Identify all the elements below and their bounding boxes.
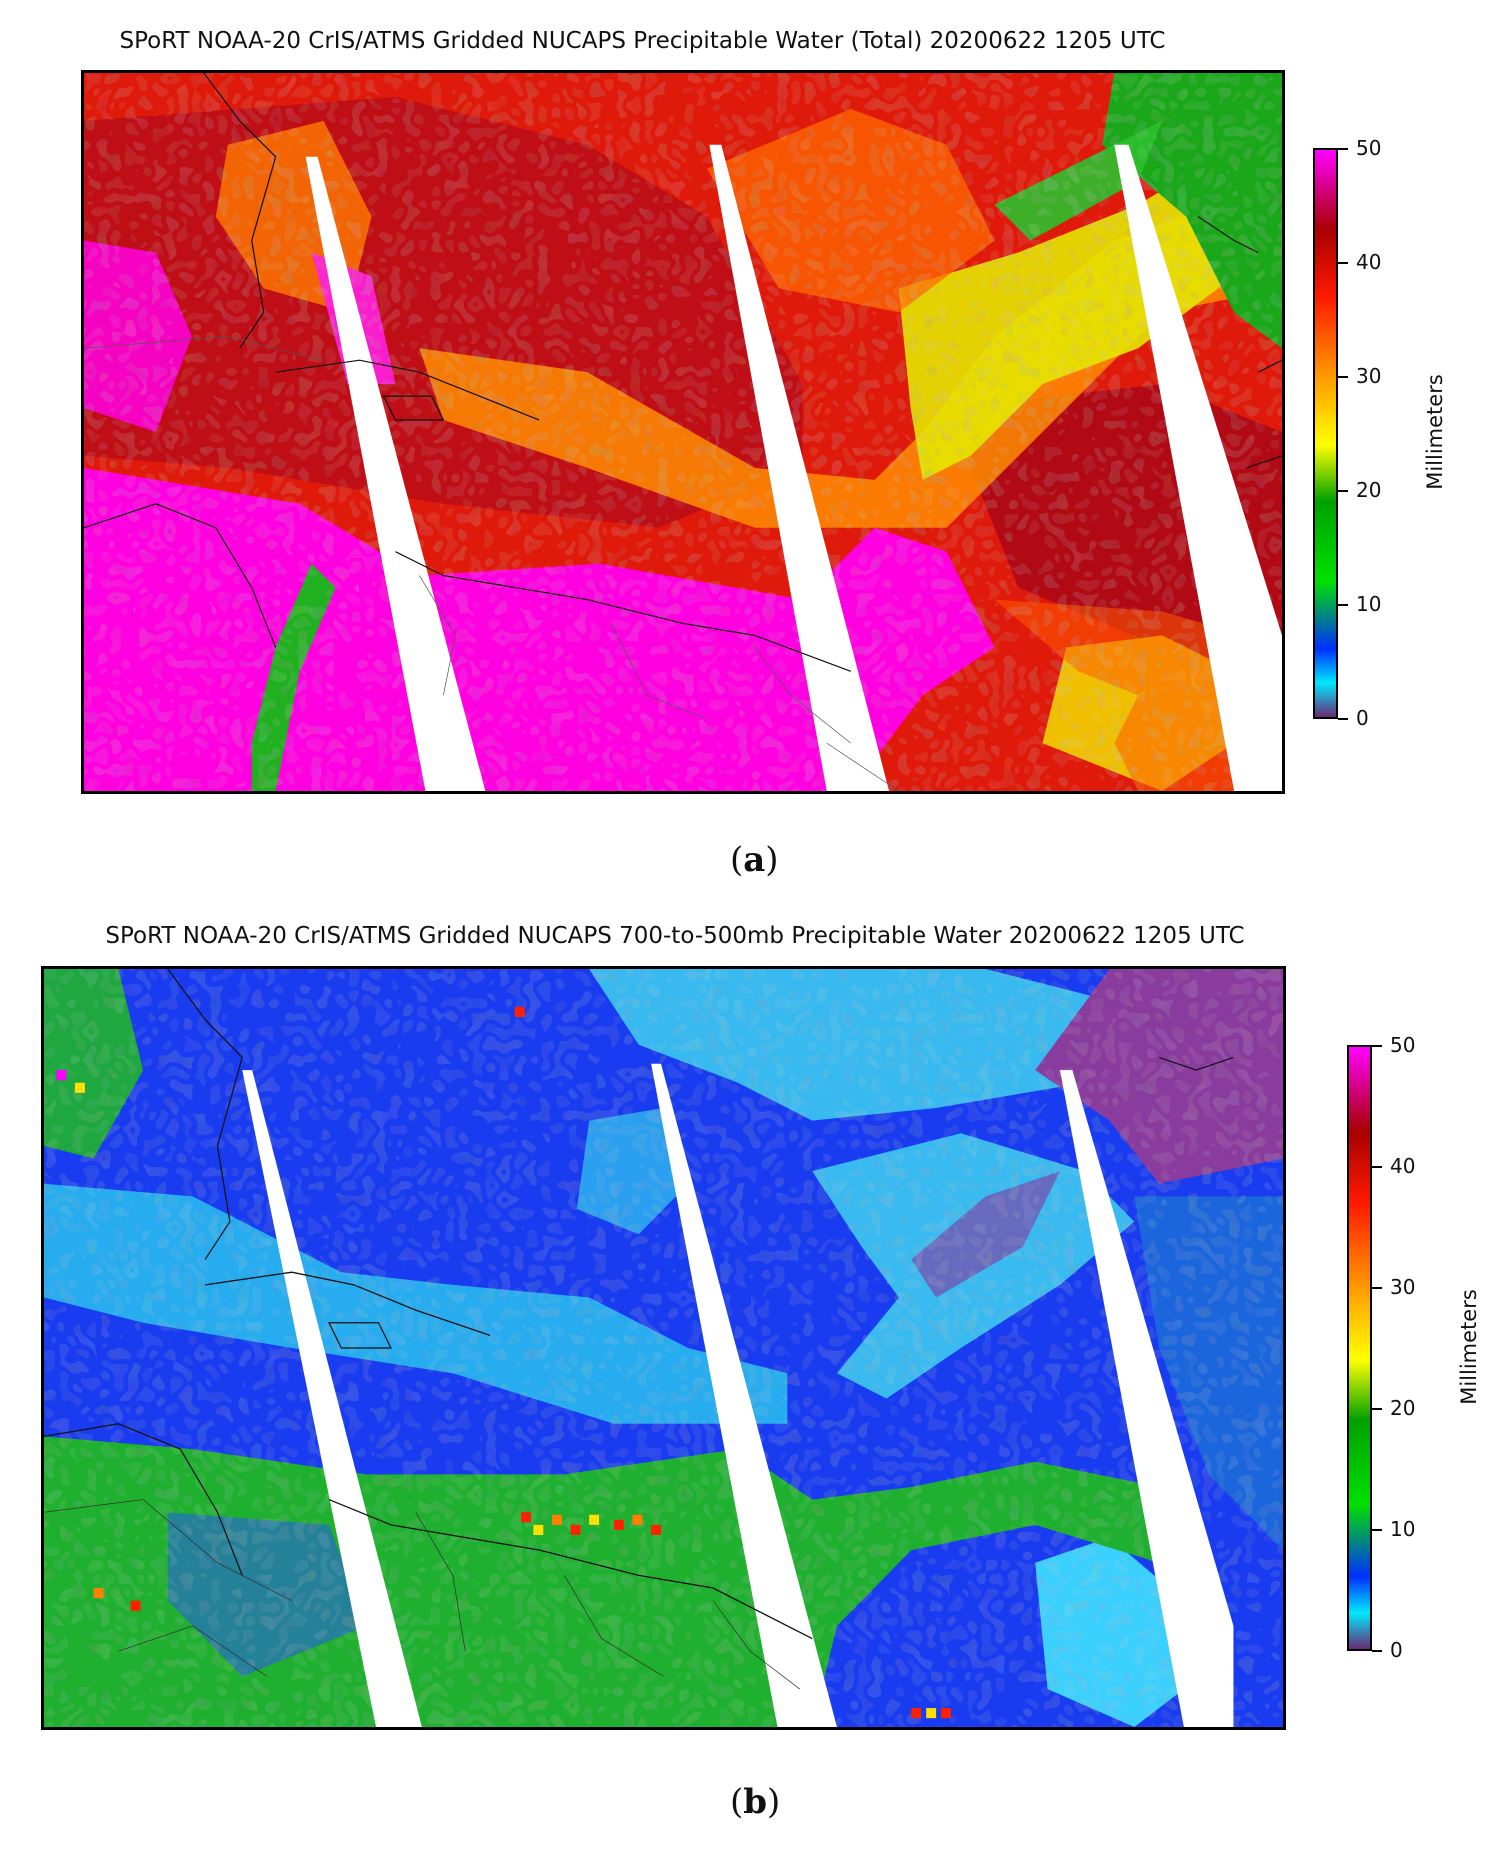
swath-gap bbox=[709, 144, 890, 791]
colorbar-tick-label: 20 bbox=[1390, 1396, 1416, 1420]
panel-b-letter: (b) bbox=[730, 1782, 781, 1822]
panel-b-colorbar bbox=[1347, 1045, 1372, 1651]
colorbar-tick-label: 0 bbox=[1390, 1638, 1403, 1662]
panel-a-colorbar bbox=[1313, 148, 1338, 719]
colorbar-tick-label: 50 bbox=[1356, 136, 1382, 160]
swath-gap bbox=[1114, 144, 1282, 791]
panel-a-letter: (a) bbox=[730, 840, 779, 880]
borders bbox=[84, 335, 899, 791]
panel-b-title: SPoRT NOAA-20 CrIS/ATMS Gridded NUCAPS 7… bbox=[105, 923, 1245, 949]
swath-gap bbox=[651, 1063, 837, 1727]
panel-a-title: SPoRT NOAA-20 CrIS/ATMS Gridded NUCAPS P… bbox=[119, 28, 1166, 54]
colorbar-tick-label: 10 bbox=[1390, 1517, 1416, 1541]
hot-pixels bbox=[56, 1006, 951, 1719]
coastlines bbox=[44, 969, 1234, 1640]
colorbar-tick-label: 40 bbox=[1390, 1154, 1416, 1178]
panel-a-map bbox=[81, 70, 1285, 794]
colorbar-tick-label: 50 bbox=[1390, 1033, 1416, 1057]
colorbar-tick-label: 30 bbox=[1356, 364, 1382, 388]
colorbar-tick-label: 0 bbox=[1356, 706, 1369, 730]
colorbar-tick-label: 10 bbox=[1356, 592, 1382, 616]
swath-gap bbox=[1059, 1070, 1234, 1727]
colorbar-tick-label: 30 bbox=[1390, 1275, 1416, 1299]
borders bbox=[44, 1499, 801, 1690]
swath-gap bbox=[242, 1070, 422, 1727]
colorbar-tick-label: 40 bbox=[1356, 250, 1382, 274]
panel-b-map bbox=[41, 966, 1286, 1730]
swath-gap bbox=[305, 156, 486, 791]
panel-b-colorbar-label: Millimeters bbox=[1457, 1289, 1481, 1405]
panel-a-colorbar-label: Millimeters bbox=[1423, 374, 1447, 490]
coastlines bbox=[84, 73, 1282, 672]
colorbar-tick-label: 20 bbox=[1356, 478, 1382, 502]
